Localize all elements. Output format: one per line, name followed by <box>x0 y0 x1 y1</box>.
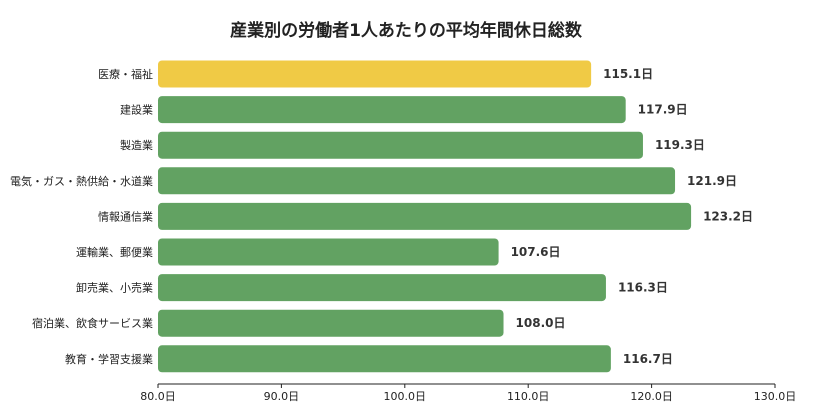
category-label: 宿泊業、飲食サービス業 <box>32 316 153 330</box>
category-label: 情報通信業 <box>98 210 153 223</box>
x-tick-label: 110.0日 <box>507 390 550 403</box>
value-label: 115.1日 <box>603 67 653 81</box>
value-label: 119.3日 <box>655 138 705 152</box>
value-label: 123.2日 <box>703 209 753 223</box>
x-tick-label: 130.0日 <box>754 390 797 403</box>
category-label: 建設業 <box>120 103 153 117</box>
category-label: 卸売業、小売業 <box>76 281 153 295</box>
category-label: 電気・ガス・熱供給・水道業 <box>10 174 153 188</box>
category-label: 教育・学習支援業 <box>65 352 153 366</box>
value-label: 117.9日 <box>638 103 688 117</box>
category-label: 運輸業、郵便業 <box>76 245 153 259</box>
value-label: 107.6日 <box>511 245 561 259</box>
bar <box>158 238 499 266</box>
bar-group: 教育・学習支援業 116.7日 <box>65 345 673 373</box>
x-tick-label: 90.0日 <box>264 390 300 403</box>
bar-group: 製造業 119.3日 <box>120 131 705 159</box>
x-tick-label: 80.0日 <box>140 390 176 403</box>
bar-group: 卸売業、小売業 116.3日 <box>76 274 668 302</box>
x-axis: 80.0日 90.0日 100.0日 110.0日 120.0日 130.0日 <box>140 383 797 403</box>
bar-group: 建設業 117.9日 <box>120 96 688 124</box>
x-tick-label: 120.0日 <box>630 390 673 403</box>
bar-group: 電気・ガス・熱供給・水道業 121.9日 <box>10 167 737 195</box>
value-label: 116.7日 <box>623 352 673 366</box>
bar <box>158 96 626 124</box>
chart-title: 産業別の労働者1人あたりの平均年間休日総数 <box>230 20 583 41</box>
value-label: 116.3日 <box>618 281 668 295</box>
bar <box>158 345 611 373</box>
bar-group: 医療・福祉 115.1日 <box>98 60 653 88</box>
bar-group: 宿泊業、飲食サービス業 108.0日 <box>32 309 566 337</box>
bar <box>158 309 504 337</box>
value-label: 108.0日 <box>516 316 566 330</box>
category-label: 製造業 <box>120 138 153 152</box>
bar <box>158 131 643 159</box>
bar <box>158 202 692 230</box>
bar-group: 運輸業、郵便業 107.6日 <box>76 238 561 266</box>
x-tick-label: 100.0日 <box>384 390 427 403</box>
bar <box>158 60 592 88</box>
category-label: 医療・福祉 <box>98 67 153 81</box>
bar <box>158 167 676 195</box>
bar <box>158 274 606 302</box>
value-label: 121.9日 <box>687 174 737 188</box>
bar-group: 情報通信業 123.2日 <box>98 202 753 230</box>
